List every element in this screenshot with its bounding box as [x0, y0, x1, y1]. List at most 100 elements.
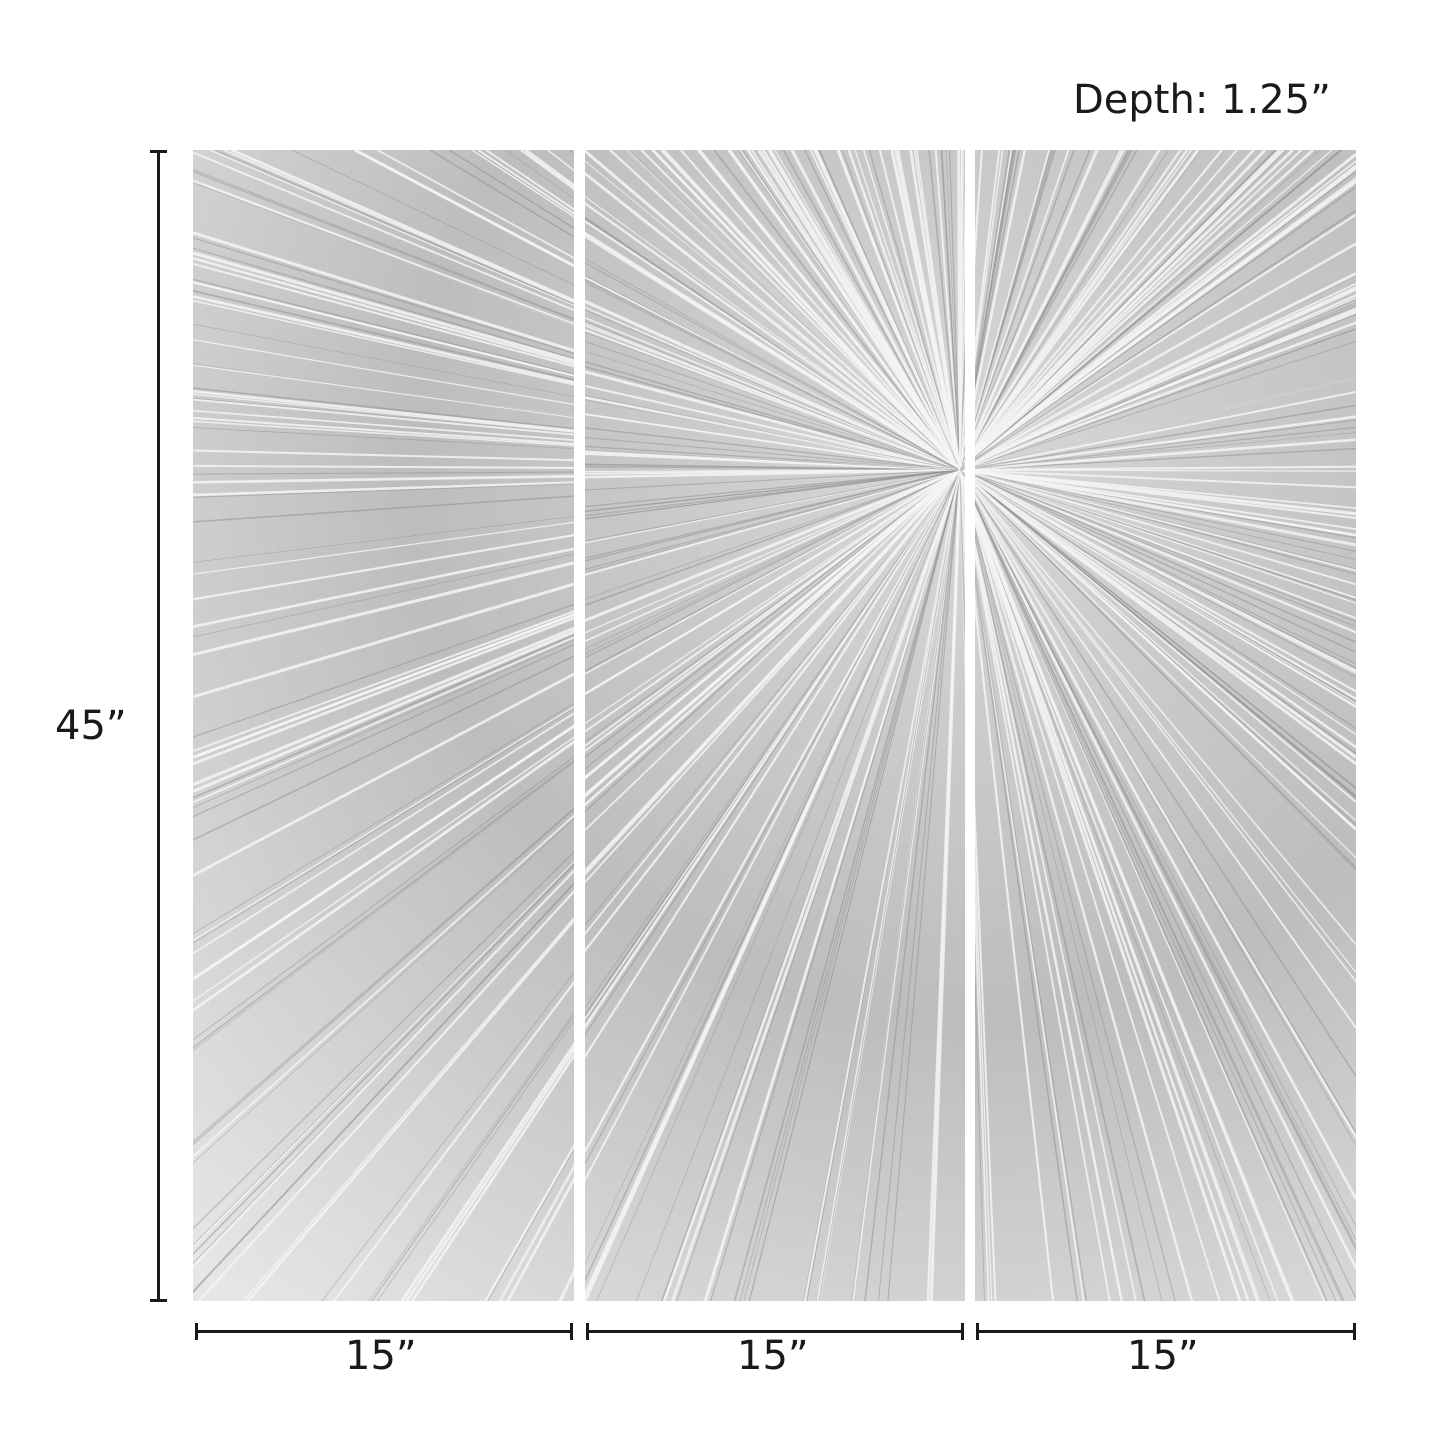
texture-ray [975, 475, 1356, 623]
texture-ray [959, 335, 965, 471]
texture-ray [975, 481, 1356, 789]
texture-ray [193, 409, 574, 441]
texture-ray [193, 706, 574, 942]
texture-ray [585, 281, 961, 471]
texture-ray [975, 321, 1356, 466]
texture-ray [975, 150, 1314, 459]
texture-ray [975, 509, 1242, 1301]
texture-ray [193, 416, 574, 445]
texture-ray [193, 464, 574, 469]
texture-ray [625, 150, 961, 471]
texture-ray [193, 420, 574, 447]
texture-ray [975, 502, 1337, 1301]
texture-ray [585, 396, 961, 472]
texture-ray [975, 494, 1356, 1200]
texture-ray [975, 488, 1356, 983]
texture-ray [975, 476, 1356, 653]
texture-ray [975, 150, 1004, 363]
texture-ray [975, 509, 1271, 1301]
texture-ray [596, 469, 961, 1301]
texture-ray [193, 323, 574, 397]
texture-ray [757, 150, 962, 471]
texture-ray [193, 724, 574, 981]
texture-ray [975, 415, 1356, 470]
texture-ray [975, 472, 1356, 552]
texture-ray [487, 1148, 574, 1301]
texture-ray [585, 469, 961, 520]
texture-ray [975, 471, 1356, 536]
texture-ray [585, 340, 961, 471]
texture-ray [975, 486, 1356, 946]
texture-ray [411, 1053, 574, 1301]
texture-ray [193, 655, 574, 841]
texture-ray [193, 281, 574, 377]
texture-ray [975, 150, 1016, 388]
texture-ray [975, 474, 1356, 601]
texture-ray [975, 470, 1356, 519]
texture-ray [585, 469, 961, 643]
texture-ray [975, 177, 1356, 460]
texture-ray [585, 262, 961, 471]
texture-ray [698, 150, 962, 471]
texture-ray [193, 427, 574, 450]
texture-ray [193, 736, 574, 1002]
texture-ray [193, 818, 574, 1164]
texture-ray [975, 150, 1189, 451]
texture-ray [585, 320, 961, 471]
texture-ray [368, 1011, 574, 1301]
texture-ray [975, 481, 1356, 831]
texture-ray [585, 365, 961, 471]
texture-ray [585, 469, 961, 1165]
texture-ray [975, 530, 1163, 1301]
texture-ray [585, 469, 961, 512]
texture-ray [975, 519, 1194, 1301]
texture-ray [585, 306, 961, 471]
texture-ray [975, 571, 1078, 1301]
texture-ray [894, 150, 962, 471]
texture-ray [975, 798, 997, 1301]
texture-ray [975, 487, 1356, 974]
texture-ray [934, 150, 961, 471]
texture-ray [193, 616, 574, 766]
texture-ray [193, 390, 574, 432]
texture-ray [585, 469, 961, 753]
texture-ray [651, 150, 961, 471]
texture-ray [975, 465, 1356, 471]
width-label-middle: 15” [737, 1333, 809, 1379]
texture-ray [864, 469, 961, 1301]
texture-ray [975, 150, 1001, 356]
texture-ray [193, 672, 574, 877]
texture-ray [193, 483, 574, 498]
texture-ray [485, 150, 574, 211]
texture-ray [585, 469, 961, 600]
texture-ray [585, 324, 961, 471]
texture-ray [585, 469, 961, 607]
texture-ray [585, 258, 961, 471]
texture-ray [975, 475, 1356, 627]
texture-ray [975, 150, 1070, 429]
texture-ray [975, 497, 1356, 1227]
texture-ray [975, 447, 1356, 470]
texture-ray [929, 469, 962, 1301]
texture-ray [975, 474, 1356, 620]
texture-ray [585, 469, 961, 832]
texture-ray [739, 469, 961, 1301]
panel-middle [585, 150, 965, 1301]
texture-ray [948, 150, 961, 471]
texture-ray [193, 295, 574, 385]
texture-ray [193, 636, 574, 804]
texture-ray [585, 469, 961, 696]
texture-ray [743, 469, 961, 1301]
texture-ray [585, 350, 961, 471]
texture-ray [585, 469, 961, 733]
texture-ray [193, 761, 574, 1051]
texture-ray [585, 201, 961, 471]
texture-ray [585, 469, 961, 655]
texture-ray [193, 516, 574, 563]
texture-ray [975, 242, 1356, 463]
texture-ray [975, 477, 1356, 693]
texture-ray [585, 469, 962, 1154]
texture-ray [585, 468, 962, 876]
texture-ray [975, 307, 1356, 466]
